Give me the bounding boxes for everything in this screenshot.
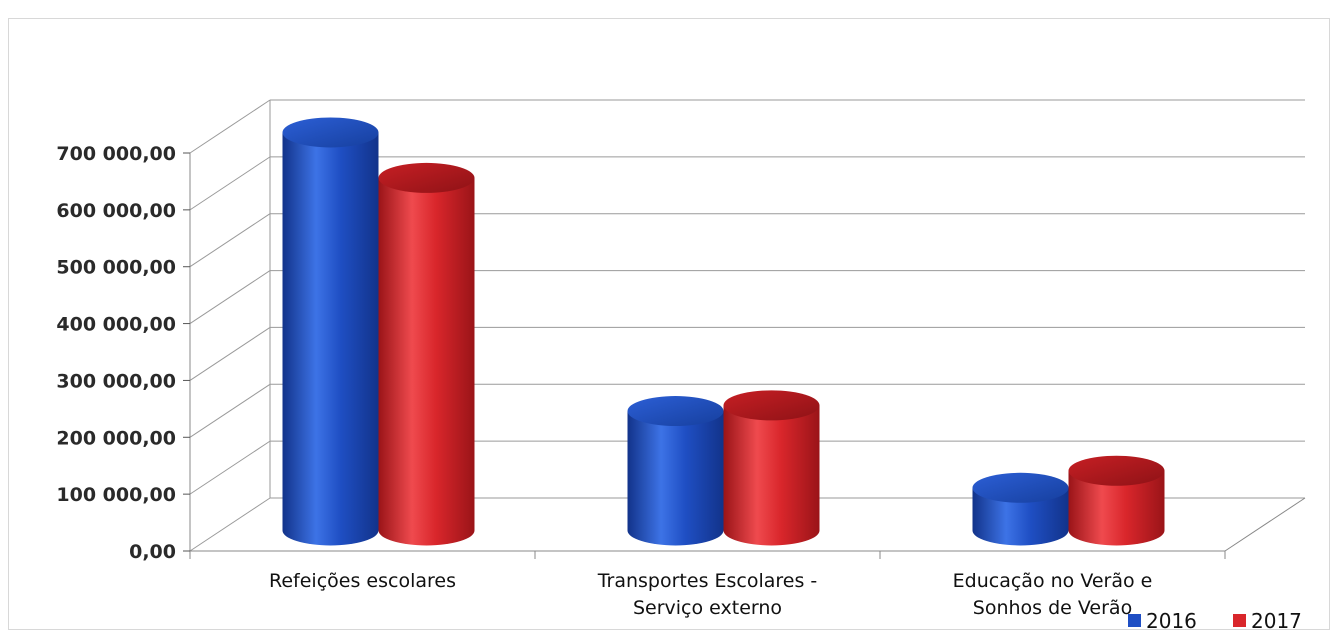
- category-label: Refeições escolares: [269, 570, 456, 592]
- bar-top: [282, 117, 379, 148]
- gridline-side: [189, 383, 271, 438]
- bar-body: [972, 487, 1069, 546]
- bar-top: [627, 396, 724, 427]
- bar-body: [627, 411, 724, 546]
- bar-2017-3: [1068, 455, 1165, 546]
- bar-2016-3: [972, 472, 1069, 546]
- legend-item-2017: 2017: [1233, 609, 1302, 633]
- legend-label: 2016: [1146, 609, 1197, 633]
- gridline-side: [189, 99, 271, 154]
- gridline-side: [189, 327, 271, 381]
- gridline-side: [189, 156, 271, 211]
- gridline-side: [189, 213, 271, 268]
- y-tick-label: 300 000,00: [56, 370, 176, 392]
- legend: 2016 2017: [1128, 609, 1302, 633]
- category-label: Transportes Escolares -Serviço externo: [597, 570, 818, 619]
- bar-top: [723, 390, 820, 421]
- floor-edge: [1224, 497, 1306, 552]
- gridline-side: [189, 440, 271, 495]
- category-label: Educação no Verão e Sonhos de Verão: [953, 570, 1153, 619]
- legend-swatch: [1128, 614, 1141, 627]
- y-tick-label: 200 000,00: [56, 427, 176, 449]
- y-tick-label: 100 000,00: [56, 484, 176, 506]
- bar-top: [1068, 455, 1165, 486]
- bar-2017-1: [378, 162, 475, 546]
- gridline-side: [189, 270, 271, 324]
- y-tick-label: 700 000,00: [56, 143, 176, 165]
- bar-body: [723, 405, 820, 546]
- chart-frame: [8, 18, 1330, 630]
- bar-top: [378, 162, 475, 193]
- y-tick-label: 600 000,00: [56, 200, 176, 222]
- legend-label: 2017: [1251, 609, 1302, 633]
- bar-2016-1: [282, 117, 379, 546]
- bar-top: [972, 472, 1069, 503]
- category-labels: Refeições escolares Transportes Escolares…: [269, 570, 1152, 619]
- legend-item-2016: 2016: [1128, 609, 1197, 633]
- bar-body: [1068, 470, 1165, 546]
- bars: [282, 117, 1165, 546]
- bar-2017-2: [723, 390, 820, 546]
- gridline-side: [189, 497, 271, 552]
- y-tick-label: 400 000,00: [56, 314, 176, 336]
- y-axis-ticks: 0,00 100 000,00 200 000,00 300 000,00 400 00…: [56, 143, 190, 563]
- bar-body: [378, 177, 475, 546]
- y-tick-label: 500 000,00: [56, 257, 176, 279]
- y-tick-label: 0,00: [129, 541, 176, 563]
- bar-2016-2: [627, 396, 724, 546]
- bar-body: [282, 132, 379, 546]
- legend-swatch: [1233, 614, 1246, 627]
